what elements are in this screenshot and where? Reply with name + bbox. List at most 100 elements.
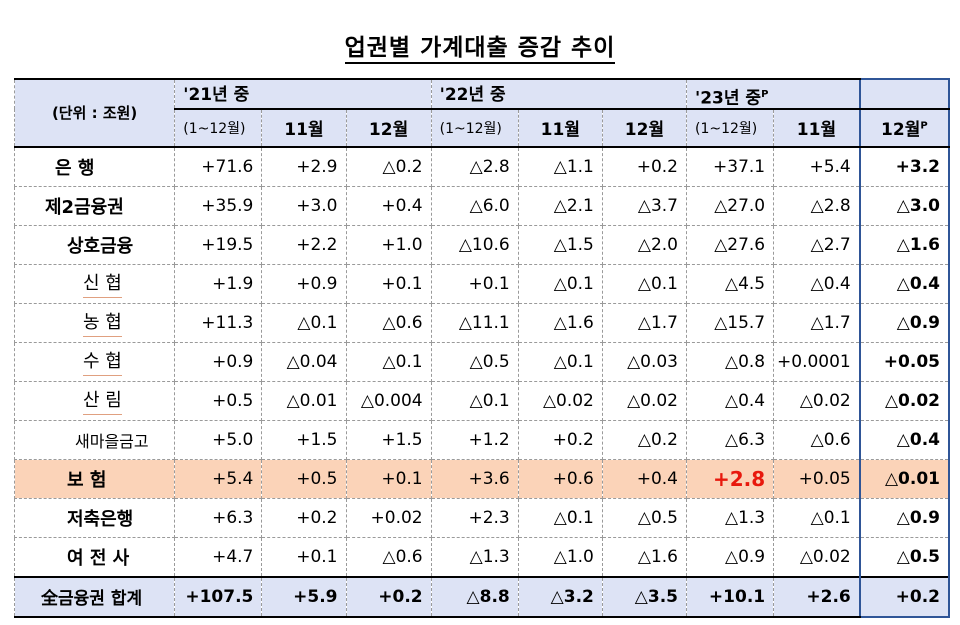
table-cell: +0.6 (517, 458, 603, 499)
table-cell: △0.03 (601, 341, 688, 382)
table-cell: +35.9 (174, 185, 263, 226)
table-cell: +0.5 (174, 380, 263, 421)
table-cell: +2.2 (261, 224, 347, 265)
header-2021-dec: 12월 (345, 107, 432, 148)
table-cell: +1.5 (345, 419, 432, 460)
table-cell: +0.4 (601, 458, 688, 499)
table-cell: △1.5 (517, 224, 603, 265)
table-cell: △0.004 (345, 380, 432, 421)
table-cell: △2.0 (601, 224, 688, 265)
table-cell: △2.1 (517, 185, 603, 226)
row-label-nonbank: 제2금융권 (13, 185, 176, 226)
table-cell: +2.6 (773, 575, 861, 618)
table-cell: +0.2 (517, 419, 603, 460)
table-cell: △0.9 (858, 302, 951, 343)
table-cell: △0.1 (517, 497, 603, 538)
table-cell: △3.5 (601, 575, 688, 618)
table-cell: +0.1 (345, 458, 432, 499)
table-cell: △27.6 (685, 224, 775, 265)
table-cell: △1.7 (601, 302, 688, 343)
table-cell: △0.6 (773, 419, 861, 460)
table-cell: +1.0 (345, 224, 432, 265)
table-cell: +11.3 (174, 302, 263, 343)
table-cell: △15.7 (685, 302, 775, 343)
table-cell: △27.0 (685, 185, 775, 226)
table-row: 저축은행 +6.3 +0.2 +0.02 +2.3 △0.1 △0.5 △1.3 △0.1… (13, 497, 951, 538)
table-row-insurance: 보 험 +5.4 +0.5 +0.1 +3.6 +0.6 +0.4 +2.8 +0.05 △… (13, 458, 951, 499)
table-cell: +1.5 (261, 419, 347, 460)
table-cell: +6.3 (174, 497, 263, 538)
table-cell: △0.02 (601, 380, 688, 421)
table-cell: +0.02 (345, 497, 432, 538)
table-cell: +1.2 (430, 419, 519, 460)
table-cell: △1.6 (601, 536, 688, 578)
header-2022-nov: 11월 (517, 107, 603, 148)
table-cell: +37.1 (685, 146, 775, 187)
table-cell: △0.02 (773, 380, 861, 421)
table-row-total: 全금융권 합계 +107.5 +5.9 +0.2 △8.8 △3.2 △3.5 +10.… (13, 575, 951, 618)
table-cell: △0.02 (517, 380, 603, 421)
table-cell: △3.0 (858, 185, 951, 226)
row-label-credit-union: 신 협 (13, 263, 176, 304)
table-row: 농 협 +11.3 △0.1 △0.6 △11.1 △1.6 △1.7 △15.7 △1.… (13, 302, 951, 343)
row-label-nonghyup: 농 협 (13, 302, 176, 343)
table-cell: △0.01 (261, 380, 347, 421)
table-cell: +0.2 (601, 146, 688, 187)
household-loan-table: (단위 : 조원) '21년 중 '22년 중 '23년 중P (1~12월) … (13, 78, 951, 618)
row-label-savings-bank: 저축은행 (13, 497, 176, 538)
table-cell: +107.5 (174, 575, 263, 618)
header-2023-range: (1~12월) (685, 107, 775, 148)
table-cell: +0.9 (261, 263, 347, 304)
header-2022: '22년 중 (430, 78, 688, 110)
row-label-credit-card: 여 전 사 (13, 536, 176, 578)
table-cell: △2.8 (773, 185, 861, 226)
table-cell: +3.6 (430, 458, 519, 499)
header-2023-nov: 11월 (773, 107, 861, 148)
table-cell: +0.0001 (773, 341, 861, 382)
table-cell: △0.6 (345, 302, 432, 343)
header-2021: '21년 중 (174, 78, 432, 110)
table-row: 상호금융 +19.5 +2.2 +1.0 △10.6 △1.5 △2.0 △27.6 △2… (13, 224, 951, 265)
header-2023-blank (858, 78, 951, 110)
table-cell: △0.1 (261, 302, 347, 343)
table-cell: +0.1 (430, 263, 519, 304)
table-cell: +0.2 (345, 575, 432, 618)
table-row: 산 림 +0.5 △0.01 △0.004 △0.1 △0.02 △0.02 △0.4 △… (13, 380, 951, 421)
table-cell: +5.9 (261, 575, 347, 618)
table-cell: △1.3 (685, 497, 775, 538)
table-cell: +0.9 (174, 341, 263, 382)
table-cell: +19.5 (174, 224, 263, 265)
table-cell: △1.6 (517, 302, 603, 343)
table-cell: +3.0 (261, 185, 347, 226)
table-cell: △0.6 (345, 536, 432, 578)
table-cell: △2.8 (430, 146, 519, 187)
table-cell: +1.9 (174, 263, 263, 304)
row-label-insurance: 보 험 (13, 458, 176, 499)
table-cell: △0.1 (773, 497, 861, 538)
header-2023: '23년 중P (685, 78, 861, 110)
table-cell: △0.1 (601, 263, 688, 304)
table-cell: △0.4 (858, 263, 951, 304)
header-2021-nov: 11월 (261, 107, 347, 148)
table-cell: +10.1 (685, 575, 775, 618)
table-row: 새마을금고 +5.0 +1.5 +1.5 +1.2 +0.2 △0.2 △6.3 △0.6… (13, 419, 951, 460)
table-cell: △0.8 (685, 341, 775, 382)
table-cell: +0.05 (858, 341, 951, 382)
table-cell: △4.5 (685, 263, 775, 304)
table-cell: △1.1 (517, 146, 603, 187)
header-2021-range: (1~12월) (174, 107, 263, 148)
table-cell: +0.2 (261, 497, 347, 538)
unit-label: (단위 : 조원) (13, 78, 176, 148)
table-cell: △0.02 (858, 380, 951, 421)
table-cell: △0.9 (685, 536, 775, 578)
table-cell: △0.4 (685, 380, 775, 421)
table-cell: △0.2 (345, 146, 432, 187)
table-cell: △0.5 (601, 497, 688, 538)
table-cell: +71.6 (174, 146, 263, 187)
table-cell: △0.4 (773, 263, 861, 304)
table-cell: △0.1 (517, 263, 603, 304)
table-row: 수 협 +0.9 △0.04 △0.1 △0.5 △0.1 △0.03 △0.8 +0.0… (13, 341, 951, 382)
table-cell: △0.2 (601, 419, 688, 460)
table-cell: +0.05 (773, 458, 861, 499)
table-cell: +5.4 (174, 458, 263, 499)
